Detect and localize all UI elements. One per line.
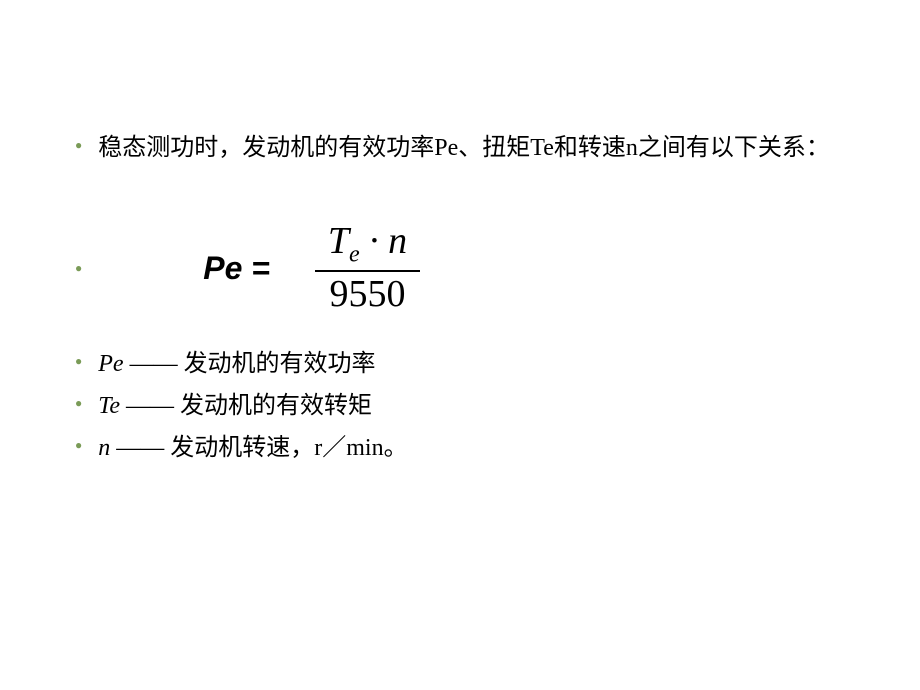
def-n-var: n bbox=[98, 435, 110, 461]
def-pe-var: Pe bbox=[98, 351, 123, 377]
intro-item: ● 稳态测功时，发动机的有效功率Pe、扭矩Te和转速n之间有以下关系： bbox=[75, 130, 880, 166]
def-te-item: ● Te —— 发动机的有效转矩 bbox=[75, 388, 880, 424]
def-te-var: Te bbox=[98, 393, 120, 419]
def-pe-desc: —— 发动机的有效功率 bbox=[124, 351, 376, 377]
numerator-T: T bbox=[328, 220, 349, 262]
def-pe-item: ● Pe —— 发动机的有效功率 bbox=[75, 346, 880, 382]
bullet-icon: ● bbox=[75, 396, 82, 411]
equation-denominator: 9550 bbox=[329, 272, 405, 316]
def-n-item: ● n —— 发动机转速，r／min。 bbox=[75, 430, 880, 466]
slide-content: ● 稳态测功时，发动机的有效功率Pe、扭矩Te和转速n之间有以下关系： ● Pe… bbox=[0, 0, 920, 466]
def-n-text: n —— 发动机转速，r／min。 bbox=[98, 430, 407, 466]
def-te-text: Te —— 发动机的有效转矩 bbox=[98, 388, 372, 424]
bullet-icon: ● bbox=[75, 438, 82, 453]
numerator-sub: e bbox=[349, 242, 360, 268]
bullet-icon: ● bbox=[75, 354, 82, 369]
numerator-dot: · bbox=[360, 220, 389, 262]
equation-fraction: Te · n 9550 bbox=[315, 221, 420, 316]
def-te-desc: —— 发动机的有效转矩 bbox=[120, 393, 372, 419]
intro-text: 稳态测功时，发动机的有效功率Pe、扭矩Te和转速n之间有以下关系： bbox=[98, 130, 830, 166]
equation-lhs: Pe = bbox=[203, 250, 270, 287]
equation-item: ● Pe = Te · n 9550 bbox=[75, 221, 880, 316]
def-pe-text: Pe —— 发动机的有效功率 bbox=[98, 346, 375, 382]
def-n-desc: —— 发动机转速，r／min。 bbox=[110, 435, 407, 461]
bullet-icon: ● bbox=[75, 138, 82, 153]
numerator-n: n bbox=[388, 220, 407, 262]
equation-numerator: Te · n bbox=[320, 221, 415, 270]
bullet-icon: ● bbox=[75, 261, 82, 276]
